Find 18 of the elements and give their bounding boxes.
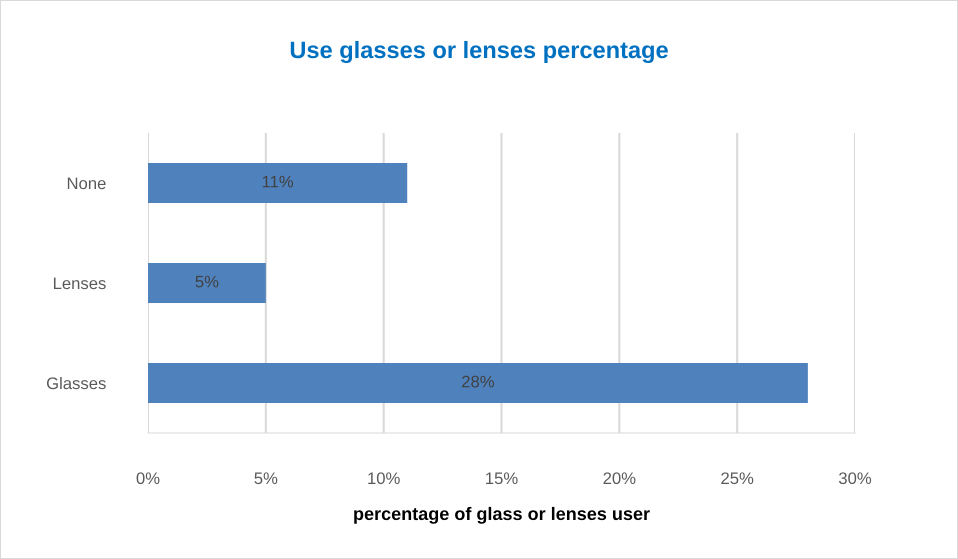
x-tick-label: 25% bbox=[721, 472, 754, 484]
x-tick-label: 0% bbox=[136, 472, 160, 484]
x-tick-label: 20% bbox=[603, 472, 636, 484]
data-label: 28% bbox=[462, 376, 494, 388]
y-tick-label: None bbox=[68, 178, 106, 190]
data-label: 11% bbox=[262, 176, 294, 188]
data-label: 5% bbox=[196, 276, 218, 288]
x-tick-label: 30% bbox=[838, 472, 872, 484]
y-tick-label: Lenses bbox=[54, 278, 106, 290]
x-tick-label: 10% bbox=[368, 472, 400, 484]
x-axis-title: percentage of glass or lenses user bbox=[354, 506, 650, 524]
bar bbox=[148, 263, 266, 303]
chart-title: Use glasses or lenses percentage bbox=[290, 40, 668, 64]
bar bbox=[148, 163, 408, 203]
bar bbox=[148, 363, 808, 403]
y-tick-label: Glasses bbox=[46, 376, 106, 390]
x-tick-label: 15% bbox=[486, 472, 518, 484]
x-tick-label: 5% bbox=[254, 472, 278, 484]
